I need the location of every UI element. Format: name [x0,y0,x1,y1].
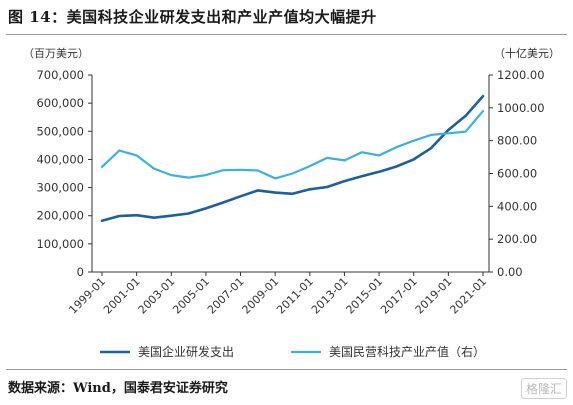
right-tick-label: 400.00 [497,199,537,213]
left-tick-label: 400,000 [36,152,84,166]
tech-output-line [100,109,485,180]
left-tick-label: 200,000 [36,209,84,223]
source-divider [6,369,567,370]
left-tick-label: 0 [77,265,84,279]
x-tick-label: 2011-01 [274,275,316,317]
x-tick-label: 2001-01 [101,275,143,317]
legend-item-rd-spending-label: 美国企业研发支出 [138,344,234,359]
right-tick-label: 200.00 [497,232,537,246]
x-tick-label: 2015-01 [344,275,386,317]
left-tick-label: 600,000 [36,96,84,110]
left-tick-label: 700,000 [36,68,84,82]
right-tick-label: 800.00 [497,134,537,148]
chart-series [100,94,485,223]
left-tick-label: 300,000 [36,181,84,195]
left-tick-label: 500,000 [36,124,84,138]
chart-axes: 0 100,000 200,000 300,000 400,000 500,000 600,… [36,68,544,317]
left-axis-unit-label: （百万美元） [23,47,89,60]
x-tick-label: 2013-01 [309,275,351,317]
rd-spending-line [100,94,485,223]
left-tick-label: 100,000 [36,237,84,251]
right-tick-label: 0.00 [497,265,523,279]
x-tick-label: 2005-01 [170,275,212,317]
x-tick-label: 2021-01 [447,275,489,317]
x-tick-label: 2017-01 [378,275,420,317]
watermark-logo: 格隆汇 [520,378,567,399]
figure-title: 图 14：美国科技企业研发支出和产业产值均大幅提升 [8,8,377,26]
right-tick-label: 600.00 [497,167,537,181]
legend-item-tech-output-label: 美国民营科技产业产值（右） [329,344,485,359]
x-tick-label: 2007-01 [205,275,247,317]
right-tick-label: 1000.00 [497,101,545,115]
source-note: 数据来源：Wind，国泰君安证券研究 [8,381,228,396]
x-tick-label: 2009-01 [240,275,282,317]
right-axis-unit-label: （十亿美元） [494,46,560,60]
x-tick-label: 1999-01 [66,275,108,317]
x-tick-label: 2019-01 [413,275,455,317]
right-tick-label: 1200.00 [497,68,545,82]
title-divider [6,34,567,35]
chart-legend: 美国企业研发支出 美国民营科技产业产值（右） [100,344,485,359]
x-tick-label: 2003-01 [136,275,178,317]
